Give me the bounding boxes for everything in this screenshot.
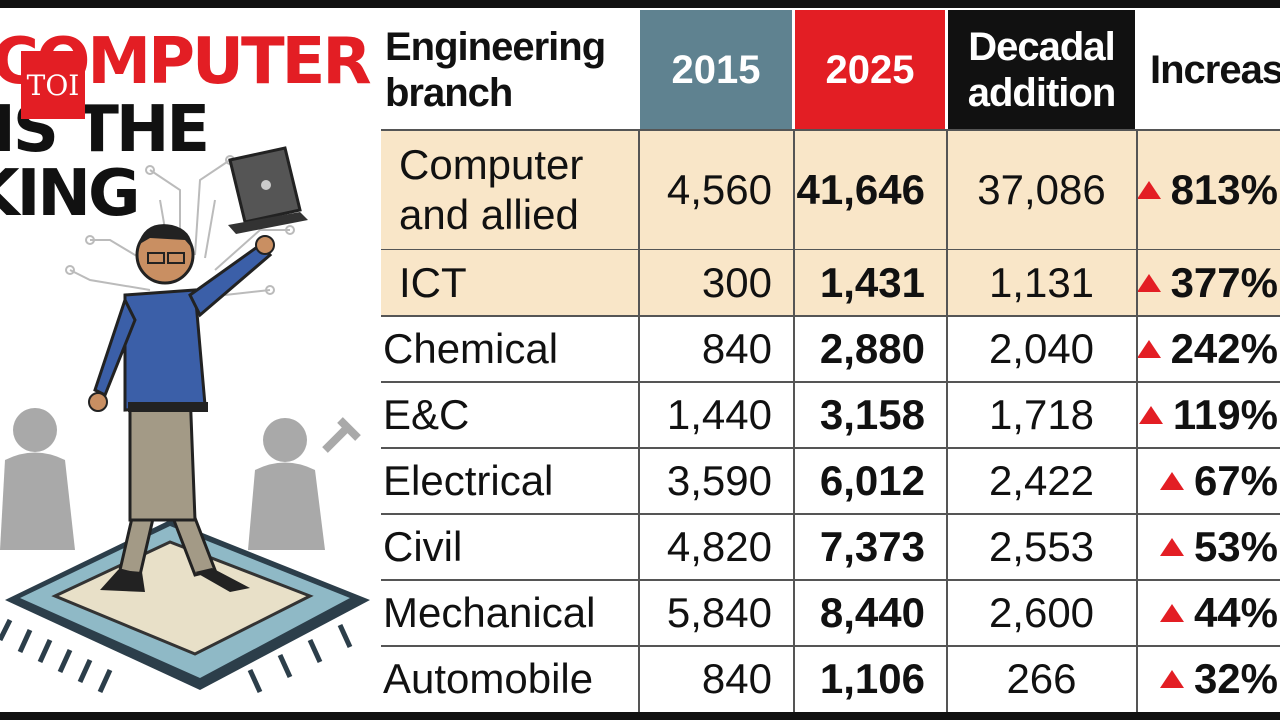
increase-value: 67% [1193,457,1278,504]
cell-2015: 1,440 [666,391,772,438]
row-divider [381,513,1280,515]
toi-logo: TOI [21,51,85,119]
cell-branch: Chemical [383,324,559,372]
enrollment-table: Engineering branch 2015 2025 Decadal add… [381,10,1280,712]
cell-decadal: 266 [1006,655,1077,702]
cell-increase: 53% [1138,514,1280,580]
cell-increase: 119% [1138,382,1280,448]
top-border [0,0,1280,8]
header-decadal: Decadal addition [948,10,1135,130]
header-2015: 2015 [640,10,792,130]
cell-2025: 2,880 [819,325,925,372]
cell-branch: Civil [383,522,463,570]
table-row: E&C 1,440 3,158 1,718 119% [381,382,1280,448]
header-divider [381,129,1280,131]
increase-value: 813% [1170,166,1278,213]
increase-value: 119% [1172,391,1278,438]
increase-value: 32% [1193,655,1278,702]
up-arrow-icon [1159,604,1184,622]
cell-branch: Automobile [383,654,594,702]
up-arrow-icon [1159,538,1184,556]
header-increase: Increase [1138,10,1280,130]
headline-line-3: KING [0,157,140,231]
cell-2025: 7,373 [819,523,925,570]
cell-2015: 840 [701,325,772,372]
up-arrow-icon [1159,670,1184,688]
up-arrow-icon [1136,181,1161,199]
column-divider [1136,130,1138,712]
cell-branch: Electrical [383,456,554,504]
up-arrow-icon [1138,406,1163,424]
table-row: Mechanical 5,840 8,440 2,600 44% [381,580,1280,646]
cell-2015: 3,590 [666,457,772,504]
up-arrow-icon [1136,340,1161,358]
cell-2025: 8,440 [819,589,925,636]
cell-2015: 5,840 [666,589,772,636]
increase-value: 53% [1193,523,1278,570]
increase-value: 44% [1193,589,1278,636]
table-row: Automobile 840 1,106 266 32% [381,646,1280,712]
table-row: Electrical 3,590 6,012 2,422 67% [381,448,1280,514]
cell-2015: 300 [701,259,772,306]
cell-decadal: 1,131 [988,259,1095,306]
cell-2015: 840 [701,655,772,702]
row-divider [381,315,1280,317]
up-arrow-icon [1159,472,1184,490]
cell-2025: 1,431 [819,259,925,306]
cell-decadal: 1,718 [988,391,1095,438]
cell-increase: 242% [1136,316,1280,382]
cell-2025: 1,106 [819,655,925,702]
table-row: Chemical 840 2,880 2,040 242% [381,316,1280,382]
column-divider [946,130,948,712]
cell-2015: 4,560 [666,166,772,213]
row-divider [381,381,1280,383]
cell-2025: 41,646 [796,166,925,213]
cell-branch: Mechanical [383,588,596,636]
bottom-border [0,712,1280,720]
header-branch: Engineering branch [381,10,637,130]
cell-increase: 44% [1138,580,1280,646]
cell-branch: Computer and allied [399,140,584,238]
engineer-illustration [0,146,370,694]
cell-decadal: 2,422 [988,457,1095,504]
worker-silhouettes-icon [0,408,361,550]
cell-decadal: 37,086 [977,166,1106,213]
cell-2015: 4,820 [666,523,772,570]
laptop-icon [228,146,308,234]
row-divider [381,579,1280,581]
cell-increase: 377% [1136,250,1280,316]
cell-2025: 3,158 [819,391,925,438]
cell-decadal: 2,553 [988,523,1095,570]
cell-increase: 67% [1138,448,1280,514]
cell-increase: 32% [1138,646,1280,712]
cell-branch: E&C [383,390,470,438]
up-arrow-icon [1136,274,1161,292]
table-row: Computer and allied 4,560 41,646 37,086 813% [381,130,1280,250]
cell-branch: ICT [399,258,467,306]
increase-value: 377% [1170,259,1278,306]
cell-decadal: 2,600 [988,589,1095,636]
cell-2025: 6,012 [819,457,925,504]
column-divider [793,130,795,712]
engineer-figure-icon [88,224,275,592]
header-2025: 2025 [795,10,945,130]
cell-decadal: 2,040 [988,325,1095,372]
column-divider [638,130,640,712]
row-divider [381,645,1280,647]
row-divider [381,447,1280,449]
table-row: Civil 4,820 7,373 2,553 53% [381,514,1280,580]
table-row: ICT 300 1,431 1,131 377% [381,250,1280,316]
increase-value: 242% [1170,325,1278,372]
cell-increase: 813% [1136,130,1280,250]
